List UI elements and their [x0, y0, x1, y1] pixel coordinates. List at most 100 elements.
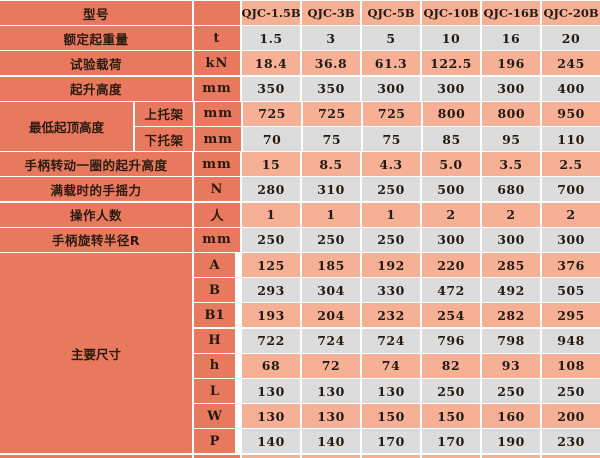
cell-value: 722 [242, 328, 300, 353]
row-label: 起升高度 [0, 76, 192, 101]
cell-value: 250 [362, 227, 420, 252]
cell-value: 75 [362, 127, 421, 151]
cell-value: 130 [302, 379, 360, 403]
cell-value: 282 [482, 303, 540, 328]
cell-value: 74 [362, 353, 420, 378]
cell-value: 798 [482, 328, 540, 353]
merged-label-main-dimensions: 主要尺寸 [0, 253, 192, 454]
cell-value: 185 [302, 253, 360, 277]
cell-value: 232 [362, 303, 420, 328]
cell-value: 254 [422, 303, 480, 328]
cell-value: 27 [362, 454, 420, 458]
cell-value: 725 [243, 101, 301, 126]
header-unit-cell [194, 1, 240, 25]
cell-value: 230 [542, 429, 600, 454]
table-row: 试验载荷 kN 18.4 36.8 61.3 122.5 196 245 [0, 51, 600, 76]
cell-value: 700 [542, 177, 600, 202]
cell-value: 130 [302, 404, 360, 429]
cell-value: 300 [482, 227, 540, 252]
cell-value: 300 [422, 227, 480, 252]
cell-value: 800 [482, 101, 541, 126]
row-label: 手柄旋转半径R [0, 227, 192, 252]
cell-value: 724 [362, 328, 420, 353]
cell-value: 61.3 [362, 51, 420, 76]
cell-value: 4.3 [362, 152, 420, 177]
cell-value: 193 [242, 303, 300, 328]
dimension-code-B1: B1 [194, 303, 235, 328]
cell-value: 70 [243, 127, 301, 151]
table-row: 193 204 232 254 282 295 [0, 303, 600, 328]
header-label-model: 型号 [0, 1, 192, 25]
cell-value: 2.5 [542, 152, 600, 177]
cell-value: 72 [302, 353, 360, 378]
cell-value: 170 [422, 429, 480, 454]
table-row: 操作人数人 1 1 1 2 2 2 [0, 202, 600, 227]
cell-value: 196 [482, 51, 540, 76]
cell-value: 300 [482, 76, 540, 101]
table-row: 下托架 mm 70 75 75 85 95 110 [0, 127, 600, 151]
dimension-code-W: W [194, 404, 235, 429]
cell-value: 250 [542, 379, 600, 403]
cell-value: 3.5 [482, 152, 540, 177]
cell-value: 110 [542, 127, 600, 151]
cell-value: 1.5 [242, 26, 300, 51]
table-header-row: 型号 QJC-1.5B QJC-3B QJC-5B QJC-10B QJC-16B QJC-… [0, 1, 600, 25]
cell-value: 125 [242, 253, 300, 277]
row-unit: N [194, 177, 240, 202]
table-row: 125 185 192 220 285 376 [0, 253, 600, 277]
cell-value: 724 [302, 328, 360, 353]
row-unit: 人 [194, 202, 240, 227]
cell-value: 220 [422, 253, 480, 277]
cell-value: 85 [422, 127, 481, 151]
row-label: 额定起重量 [0, 26, 192, 51]
cell-value: 2 [542, 202, 600, 227]
header-model-2: QJC-3B [302, 1, 360, 25]
table-row: 起升高度 mm 350 350 300 300 300 400 [0, 76, 600, 101]
cell-value: 20 [302, 454, 360, 458]
cell-value: 93 [542, 454, 600, 458]
row-unit: kN [194, 51, 240, 76]
cell-value: 304 [302, 278, 360, 303]
cell-value: 300 [362, 76, 420, 101]
cell-value: 800 [422, 101, 481, 126]
row-label: 净重 [0, 454, 192, 458]
header-model-1: QJC-1.5B [242, 1, 300, 25]
dimension-code-B: B [194, 278, 235, 303]
cell-value: 15 [242, 152, 300, 177]
row-unit: mm [195, 127, 242, 151]
cell-value: 376 [542, 253, 600, 277]
cell-value: 68 [242, 353, 300, 378]
cell-value: 160 [482, 404, 540, 429]
cell-value: 18.4 [242, 51, 300, 76]
cell-value: 192 [362, 253, 420, 277]
cell-value: 93 [482, 353, 540, 378]
row-unit: mm [194, 152, 240, 177]
cell-value: 82 [422, 353, 480, 378]
cell-value: 3 [302, 26, 360, 51]
cell-value: 75 [302, 127, 361, 151]
cell-value: 310 [302, 177, 360, 202]
row-label: 满载时的手摇力 [0, 177, 192, 202]
table-row: 额定起重量 t 1.5 3 5 10 16 20 [0, 26, 600, 51]
cell-value: 5 [362, 26, 420, 51]
row-unit: mm [194, 76, 240, 101]
row-label: 手柄转动一圈的起升高度 [0, 152, 192, 177]
merged-label-min-lift-height: 最低起顶高度 [0, 101, 133, 151]
cell-value: 140 [242, 429, 300, 454]
cell-value: 10 [422, 26, 480, 51]
cell-value: 68 [482, 454, 540, 458]
cell-value: 280 [242, 177, 300, 202]
row-unit: kg [194, 454, 240, 458]
cell-value: 330 [362, 278, 420, 303]
cell-value: 122.5 [422, 51, 480, 76]
cell-value: 492 [482, 278, 540, 303]
cell-value: 2 [422, 202, 480, 227]
table-row: 满载时的手摇力 N 280 310 250 500 680 700 [0, 177, 600, 202]
cell-value: 1 [242, 202, 300, 227]
cell-value: 796 [422, 328, 480, 353]
cell-value: 950 [542, 101, 600, 126]
table-row: 68 72 74 82 93 108 [0, 353, 600, 378]
cell-value: 95 [482, 127, 541, 151]
table-row: 130 130 150 150 160 200 [0, 404, 600, 429]
